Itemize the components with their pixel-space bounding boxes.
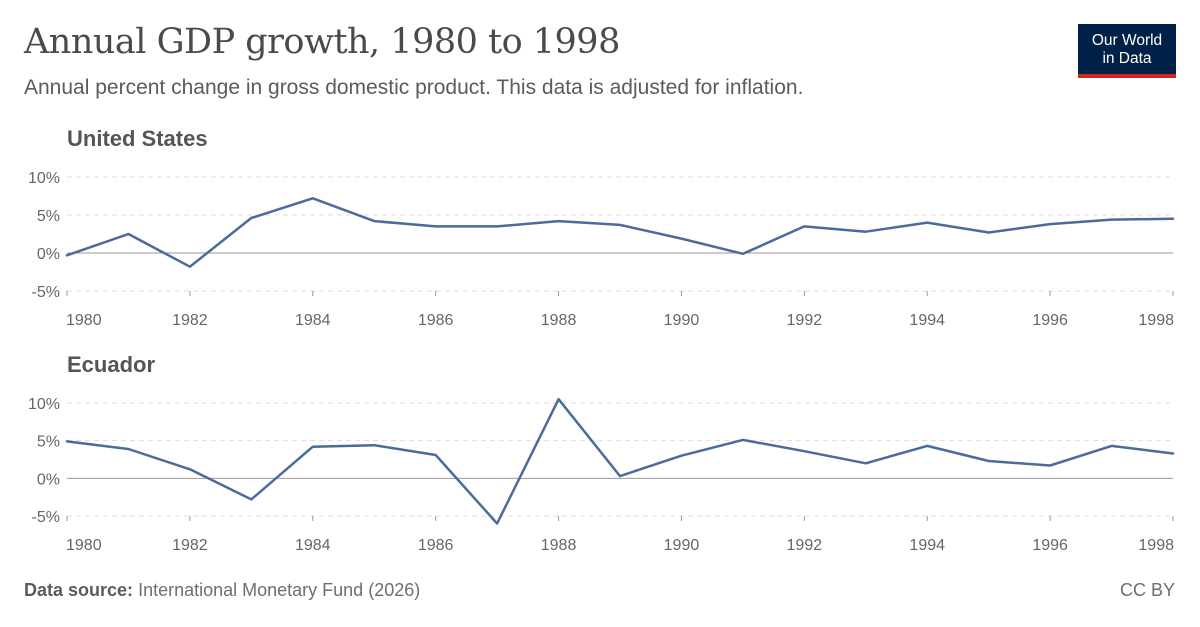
ecuador-x-tick-label: 1988 <box>541 537 577 554</box>
united-states-x-tick-label: 1984 <box>295 312 331 329</box>
license-link[interactable]: CC BY <box>1119 580 1175 600</box>
united-states-y-tick-label: 10% <box>28 170 60 187</box>
united-states-x-tick-label: 1982 <box>172 312 208 329</box>
facet-title-united-states: United States <box>67 126 208 151</box>
data-source: Data source: International Monetary Fund… <box>24 580 420 601</box>
ecuador-y-tick-label: 0% <box>37 471 60 488</box>
united-states-x-tick-label: 1994 <box>909 312 945 329</box>
ecuador-x-tick-label: 1982 <box>172 537 208 554</box>
ecuador-y-tick-label: -5% <box>32 509 60 526</box>
united-states-x-tick-label: 1986 <box>418 312 454 329</box>
logo-line-1: Our World <box>1091 32 1163 49</box>
facet-title-ecuador: Ecuador <box>67 352 156 377</box>
united-states-y-tick-label: 0% <box>37 246 60 263</box>
united-states-x-tick-label: 1980 <box>66 312 102 329</box>
united-states-x-tick-label: 1996 <box>1032 312 1068 329</box>
united-states-y-tick-label: -5% <box>32 284 60 301</box>
logo-line-2: in Data <box>1102 50 1152 67</box>
ecuador-x-tick-label: 1994 <box>909 537 945 554</box>
ecuador-gdp-growth-line <box>65 397 1175 525</box>
united-states-x-tick-label: 1988 <box>541 312 577 329</box>
owid-logo[interactable]: Our World in Data <box>1078 24 1176 78</box>
united-states-gdp-growth-line <box>65 197 1175 268</box>
united-states-x-tick-label: 1990 <box>664 312 700 329</box>
united-states-x-tick-label: 1992 <box>787 312 823 329</box>
ecuador-y-tick-label: 10% <box>28 396 60 413</box>
chart-subtitle: Annual percent change in gross domestic … <box>24 76 804 99</box>
ecuador-x-tick-label: 1990 <box>664 537 700 554</box>
data-source-label: Data source: <box>24 580 134 600</box>
united-states-y-tick-label: 5% <box>37 208 60 225</box>
ecuador-y-tick-label: 5% <box>37 434 60 451</box>
united-states-x-tick-label: 1998 <box>1138 312 1174 329</box>
ecuador-x-tick-label: 1992 <box>787 537 823 554</box>
chart-title: Annual GDP growth, 1980 to 1998 <box>24 22 620 62</box>
ecuador-x-tick-label: 1984 <box>295 537 331 554</box>
data-source-text: International Monetary Fund (2026) <box>138 580 421 600</box>
ecuador-x-tick-label: 1980 <box>66 537 102 554</box>
ecuador-x-tick-label: 1986 <box>418 537 454 554</box>
ecuador-x-tick-label: 1998 <box>1138 537 1174 554</box>
ecuador-x-tick-label: 1996 <box>1032 537 1068 554</box>
